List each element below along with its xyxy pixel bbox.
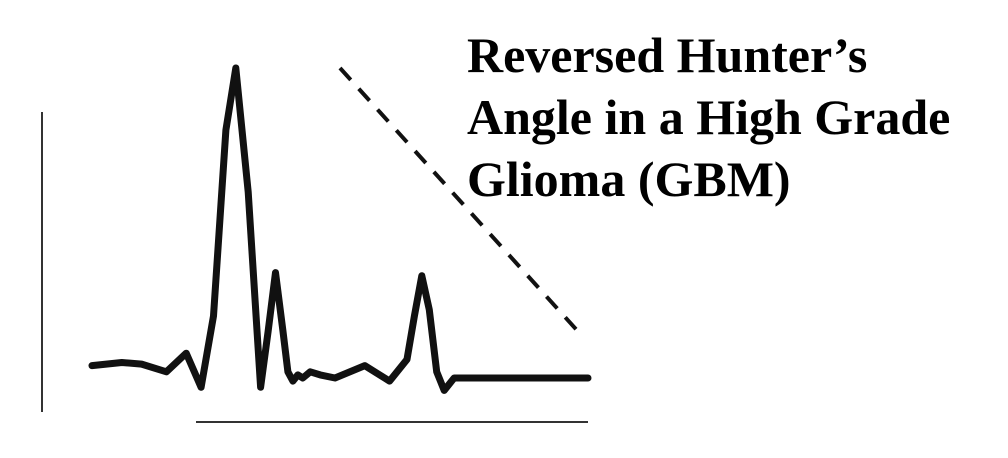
spectrum-curve — [88, 64, 592, 394]
hunters-angle-dashed-line — [338, 66, 580, 333]
chart-title-line-1: Reversed Hunter’s — [467, 27, 867, 83]
chart-title-line-3: Glioma (GBM) — [467, 151, 791, 207]
chart-title-line-2: Angle in a High Grade — [467, 89, 950, 145]
